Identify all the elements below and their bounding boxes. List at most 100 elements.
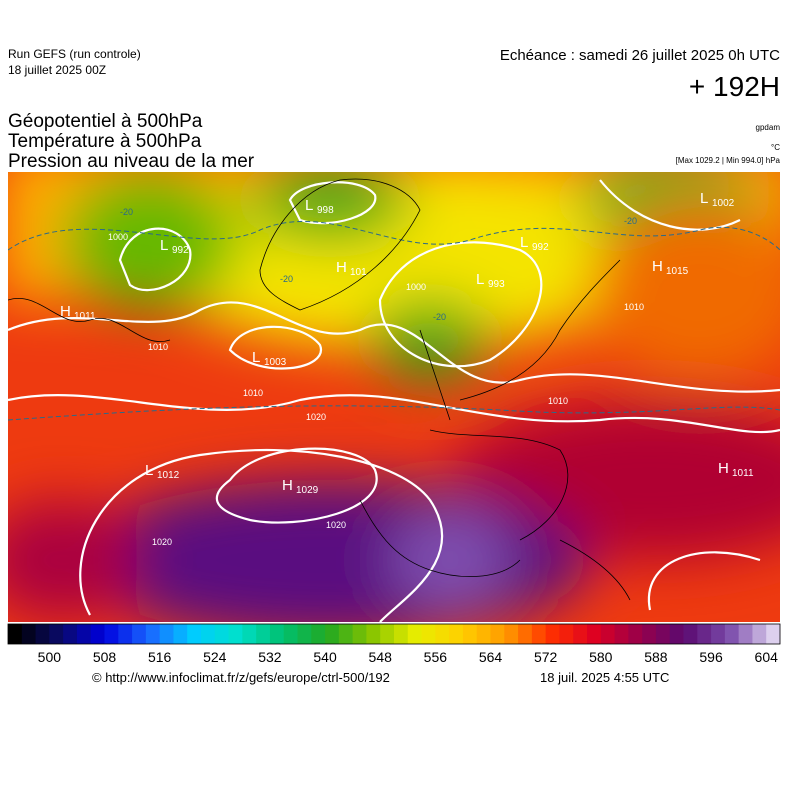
pressure-value: 993 — [488, 279, 505, 290]
color-swatch — [35, 624, 50, 644]
color-swatch — [159, 624, 174, 644]
color-swatch — [76, 624, 92, 644]
isotherm-label: -20 — [120, 207, 133, 217]
colorbar-tick-label: 540 — [313, 649, 337, 665]
valid-time: Echéance : samedi 26 juillet 2025 0h UTC — [500, 47, 780, 64]
pressure-center: L — [252, 349, 260, 366]
pressure-value: 1015 — [666, 266, 689, 277]
pressure-center: L — [700, 190, 708, 207]
colorbar-tick-label: 500 — [38, 649, 62, 665]
color-swatch — [504, 624, 519, 644]
pressure-value: 992 — [172, 245, 189, 256]
color-swatch — [380, 624, 395, 644]
isotherm-label: -20 — [433, 312, 446, 322]
color-swatch — [587, 624, 602, 644]
color-swatch — [655, 624, 671, 644]
isobar-label: 1020 — [306, 412, 326, 422]
unit: [Max 1029.2 | Min 994.0] hPa — [676, 156, 781, 165]
pressure-center: L — [520, 234, 528, 251]
colorbar-tick-label: 580 — [589, 649, 613, 665]
color-swatch — [711, 624, 726, 644]
pressure-center: H — [718, 460, 729, 477]
pressure-center: H — [60, 303, 71, 320]
title: Géopotentiel à 500hPa — [8, 111, 203, 132]
isobar-label: 1010 — [624, 302, 644, 312]
timestamp: 18 juil. 2025 4:55 UTC — [540, 670, 669, 685]
color-swatch — [697, 624, 712, 644]
color-swatch — [297, 624, 312, 644]
coastlines — [8, 178, 631, 601]
color-swatch — [724, 624, 740, 644]
pressure-center: H — [652, 258, 663, 275]
color-swatch — [738, 624, 753, 644]
colorbar-tick-label: 548 — [369, 649, 393, 665]
pressure-value: 1011 — [74, 311, 96, 322]
color-swatch — [352, 624, 367, 644]
colorbar-tick-label: 604 — [755, 649, 779, 665]
pressure-value: 992 — [532, 242, 549, 253]
color-swatch — [394, 624, 409, 644]
color-swatch — [201, 624, 216, 644]
color-swatch — [545, 624, 560, 644]
isobar-label: 1020 — [326, 520, 346, 530]
pressure-center: L — [145, 462, 153, 479]
color-swatch — [559, 624, 574, 644]
color-swatch — [104, 624, 119, 644]
colorbar-frame — [7, 623, 781, 645]
isobar-label: 1000 — [108, 232, 128, 242]
isotherm-label: -20 — [280, 274, 293, 284]
color-swatch — [366, 624, 381, 644]
colorbar-tick-label: 516 — [148, 649, 172, 665]
unit: gpdam — [756, 123, 781, 132]
color-swatch — [642, 624, 657, 644]
pressure-center: L — [305, 197, 313, 214]
color-swatch — [628, 624, 643, 644]
temperature-isolines — [8, 220, 780, 421]
color-swatch — [63, 624, 78, 644]
color-swatch — [766, 624, 781, 644]
color-swatch — [752, 624, 767, 644]
colorbar-tick-label: 508 — [93, 649, 117, 665]
colorbar-tick-label: 596 — [699, 649, 723, 665]
isotherm-label: -20 — [624, 216, 637, 226]
pressure-value: 998 — [317, 205, 334, 216]
color-swatch — [21, 624, 37, 644]
color-swatch — [8, 624, 23, 644]
unit: °C — [771, 143, 780, 152]
color-swatch — [518, 624, 533, 644]
color-swatch — [462, 624, 478, 644]
color-swatch — [256, 624, 271, 644]
color-swatch — [490, 624, 505, 644]
pressure-center: H — [282, 477, 293, 494]
color-swatch — [283, 624, 298, 644]
color-swatch — [173, 624, 188, 644]
color-swatch — [338, 624, 354, 644]
pressure-center: L — [160, 237, 168, 254]
pressure-value: 1002 — [712, 198, 735, 209]
color-swatch — [407, 624, 423, 644]
title: Pression au niveau de la mer — [8, 151, 255, 172]
color-swatch — [214, 624, 230, 644]
pressure-center: H — [336, 259, 347, 276]
lead-time: + 192H — [689, 71, 780, 102]
color-swatch — [600, 624, 616, 644]
pressure-value: 101 — [350, 267, 367, 278]
pressure-value: 1011 — [732, 468, 754, 479]
isobar-label: 1010 — [148, 342, 168, 352]
color-swatch — [435, 624, 450, 644]
color-swatch — [118, 624, 133, 644]
pressure-value: 1003 — [264, 357, 287, 368]
color-swatch — [421, 624, 436, 644]
pressure-value: 1029 — [296, 485, 319, 496]
color-swatch — [531, 624, 547, 644]
color-swatch — [573, 624, 588, 644]
isobar-label: 1000 — [406, 282, 426, 292]
colorbar: 500 508 516 524 532 540 548 556 564 572 580 588 596 6… — [7, 623, 781, 665]
colorbar-tick-label: 572 — [534, 649, 558, 665]
color-swatch — [325, 624, 340, 644]
color-swatch — [614, 624, 629, 644]
color-swatch — [311, 624, 326, 644]
colorbar-tick-label: 524 — [203, 649, 227, 665]
